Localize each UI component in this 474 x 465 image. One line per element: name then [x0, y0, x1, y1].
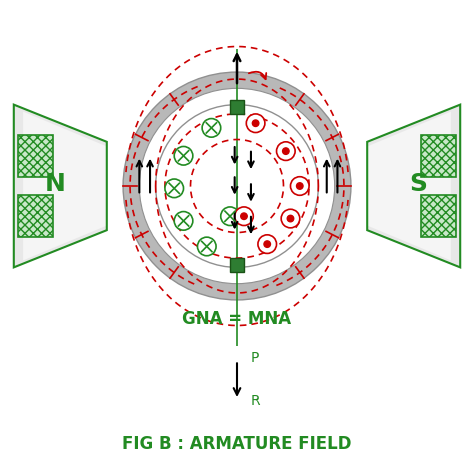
Circle shape [258, 235, 276, 253]
Circle shape [297, 183, 303, 189]
Circle shape [281, 209, 300, 228]
Circle shape [276, 142, 295, 160]
Circle shape [246, 114, 265, 133]
FancyBboxPatch shape [230, 100, 244, 114]
FancyBboxPatch shape [421, 195, 456, 237]
FancyBboxPatch shape [421, 135, 456, 177]
Circle shape [252, 120, 259, 126]
Circle shape [235, 207, 253, 226]
Polygon shape [14, 105, 107, 267]
Circle shape [241, 213, 247, 219]
Polygon shape [367, 105, 460, 267]
Text: FIG B : ARMATURE FIELD: FIG B : ARMATURE FIELD [122, 435, 352, 453]
FancyBboxPatch shape [18, 135, 53, 177]
Text: S: S [410, 172, 428, 196]
Circle shape [291, 177, 309, 195]
Circle shape [174, 146, 193, 165]
FancyBboxPatch shape [230, 258, 244, 272]
Circle shape [287, 215, 294, 222]
Circle shape [221, 207, 239, 226]
Polygon shape [23, 112, 107, 260]
Text: N: N [45, 172, 66, 196]
Circle shape [123, 72, 351, 300]
Text: P: P [251, 351, 259, 365]
Circle shape [155, 105, 319, 267]
Circle shape [283, 148, 289, 154]
Circle shape [165, 179, 183, 198]
Text: R: R [251, 394, 261, 408]
FancyBboxPatch shape [18, 195, 53, 237]
Circle shape [202, 119, 221, 137]
Polygon shape [367, 112, 451, 260]
Circle shape [198, 237, 216, 256]
Text: GNA = MNA: GNA = MNA [182, 310, 292, 327]
Circle shape [139, 88, 335, 284]
Circle shape [264, 241, 271, 247]
Circle shape [174, 212, 193, 230]
